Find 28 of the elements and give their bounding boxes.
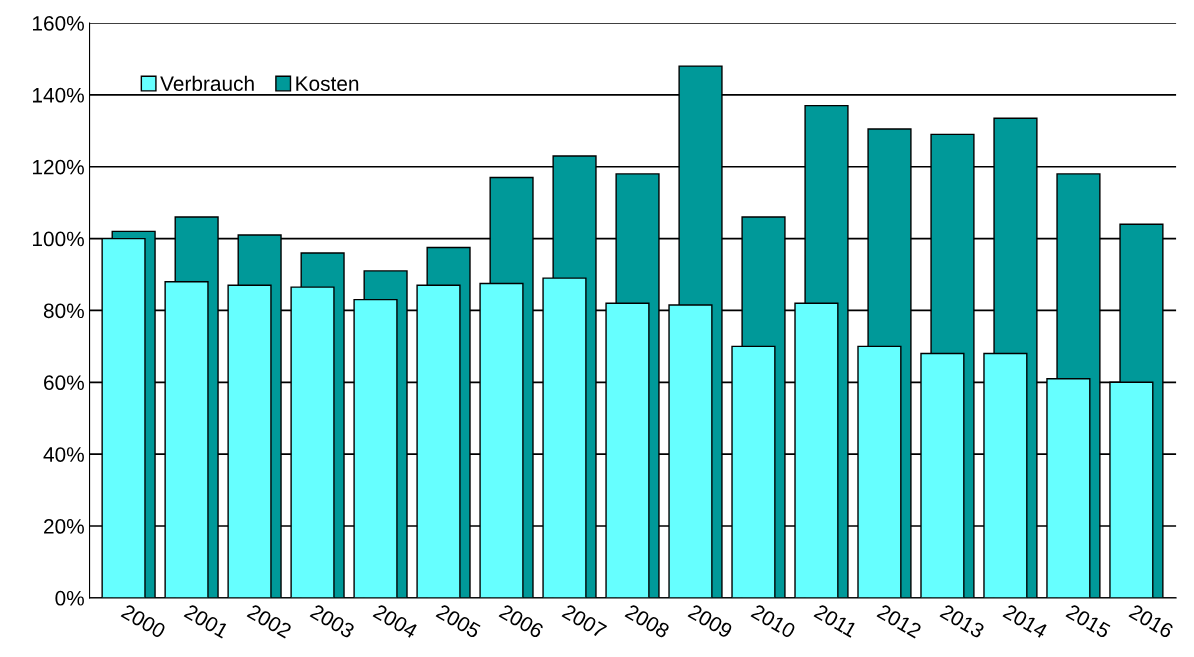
x-tick-label: 2006 <box>498 603 545 639</box>
y-tick-label: 40% <box>43 447 84 462</box>
x-tick-label: 2014 <box>1002 603 1049 639</box>
x-tick-label: 2013 <box>939 603 986 639</box>
x-tick-label: 2011 <box>813 603 858 638</box>
legend-label: Verbrauch <box>160 75 254 92</box>
x-tick-label: 2015 <box>1065 603 1112 639</box>
y-tick-label: 20% <box>44 519 84 534</box>
x-tick-label: 2016 <box>1128 603 1175 639</box>
legend-label: Kosten <box>296 76 359 92</box>
x-tick-label: 2005 <box>435 603 482 639</box>
y-tick-label: 60% <box>44 375 84 391</box>
x-tick-label: 2004 <box>372 603 419 639</box>
x-tick-label: 2003 <box>309 603 356 639</box>
x-tick-label: 2000 <box>120 603 167 639</box>
x-tick-label: 2007 <box>561 603 608 639</box>
y-tick-label: 120% <box>33 159 84 175</box>
x-tick-label: 2001 <box>183 603 230 639</box>
y-tick-label: 100% <box>33 231 84 247</box>
x-tick-label: 2009 <box>687 603 734 639</box>
y-tick-label: 0% <box>55 590 84 606</box>
x-tick-label: 2002 <box>246 603 293 639</box>
x-tick-label: 2008 <box>624 603 671 639</box>
y-tick-label: 140% <box>33 87 84 103</box>
x-tick-label: 2010 <box>750 603 797 639</box>
x-tick-label: 2012 <box>876 603 923 639</box>
y-tick-label: 160% <box>33 16 84 31</box>
y-tick-label: 80% <box>43 303 84 319</box>
